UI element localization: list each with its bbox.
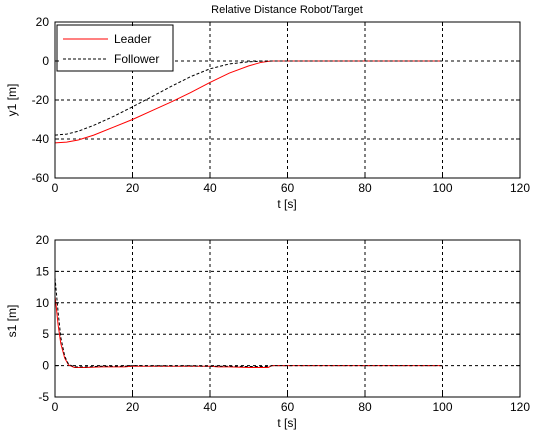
y-tick-label: 20 bbox=[36, 233, 50, 247]
top-legend: Leader Follower bbox=[56, 24, 174, 72]
x-tick-label: 80 bbox=[358, 181, 372, 195]
x-tick-label: 120 bbox=[510, 400, 530, 414]
bottom-x-axis-label: t [s] bbox=[277, 416, 296, 430]
top-x-axis-label: t [s] bbox=[277, 197, 296, 211]
x-tick-label: 40 bbox=[203, 400, 217, 414]
y-tick-label: -20 bbox=[32, 93, 50, 107]
x-tick-label: 100 bbox=[432, 400, 452, 414]
x-tick-label: 60 bbox=[281, 400, 295, 414]
top-subplot: Relative Distance Robot/Target t [s] y1 … bbox=[5, 4, 530, 211]
x-tick-label: 40 bbox=[203, 181, 217, 195]
bottom-y-axis-label: s1 [m] bbox=[5, 305, 19, 338]
x-tick-label: 0 bbox=[52, 400, 59, 414]
legend-follower-label: Follower bbox=[114, 52, 159, 66]
y-tick-label: -60 bbox=[32, 171, 50, 185]
x-tick-label: 60 bbox=[281, 181, 295, 195]
series-line-follower bbox=[54, 277, 443, 368]
x-tick-label: 120 bbox=[510, 181, 530, 195]
series-line-leader bbox=[54, 296, 443, 368]
series-line-follower bbox=[54, 60, 443, 136]
y-tick-label: -5 bbox=[38, 390, 49, 404]
x-tick-label: 80 bbox=[358, 400, 372, 414]
x-tick-label: 0 bbox=[52, 181, 59, 195]
y-tick-label: -40 bbox=[32, 132, 50, 146]
y-tick-label: 5 bbox=[42, 327, 49, 341]
legend-leader-label: Leader bbox=[114, 32, 151, 46]
x-tick-label: 20 bbox=[126, 181, 140, 195]
top-y-axis-label: y1 [m] bbox=[5, 84, 19, 117]
x-tick-label: 100 bbox=[432, 181, 452, 195]
y-tick-label: 20 bbox=[36, 15, 50, 29]
x-tick-label: 20 bbox=[126, 400, 140, 414]
series-line-leader bbox=[54, 60, 443, 144]
y-tick-label: 0 bbox=[42, 54, 49, 68]
y-tick-label: 0 bbox=[42, 359, 49, 373]
y-tick-label: 10 bbox=[36, 296, 50, 310]
y-tick-label: 15 bbox=[36, 264, 50, 278]
top-chart-title: Relative Distance Robot/Target bbox=[211, 4, 363, 16]
top-legend-box bbox=[56, 24, 174, 72]
